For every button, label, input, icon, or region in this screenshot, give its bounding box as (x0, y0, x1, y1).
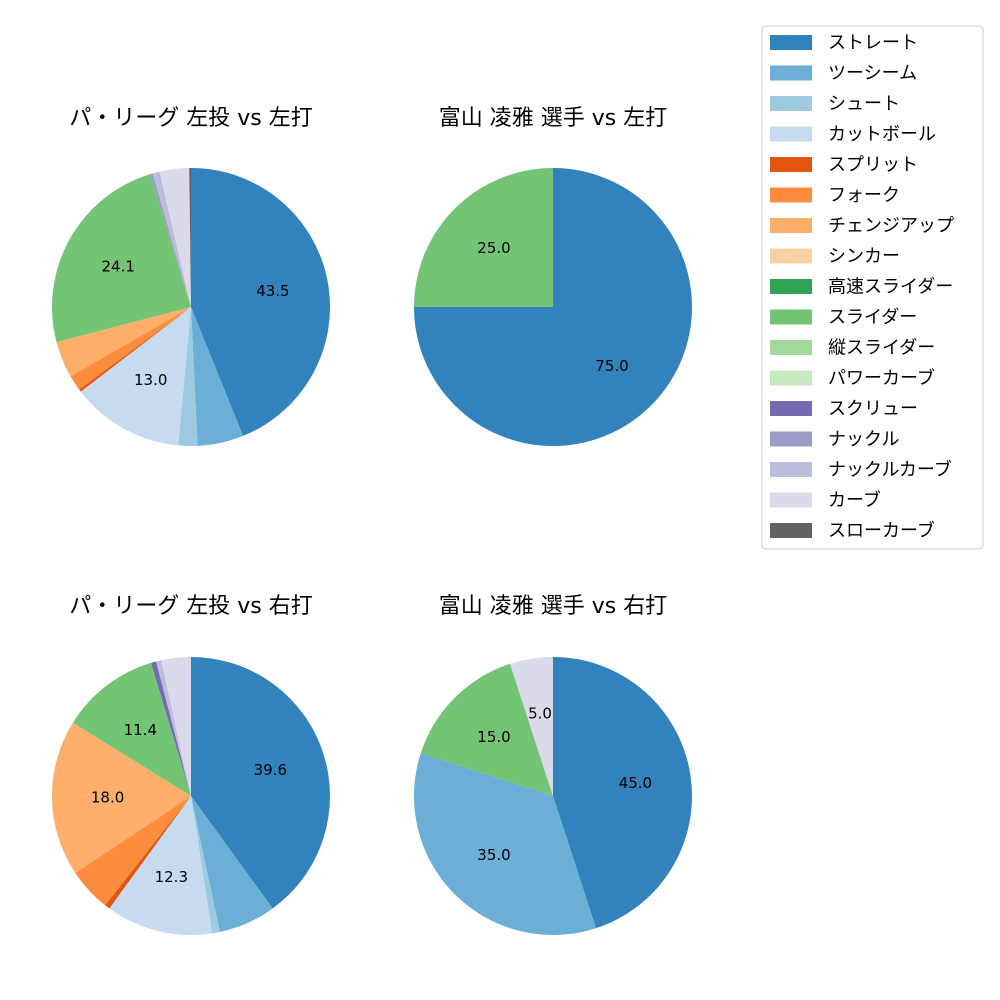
legend-label-10: 縦スライダー (828, 338, 935, 359)
pie-3-label-3: 12.3 (155, 868, 188, 886)
pie-3-slices (52, 657, 330, 935)
pie-2-label-0: 75.0 (595, 357, 628, 375)
pie-3-slice-0 (191, 657, 330, 909)
pie-1-slice-6 (56, 307, 191, 377)
pie-1-label-7: 24.1 (101, 257, 134, 275)
pie-4-slice-3 (510, 657, 553, 796)
legend-label-12: スクリュー (828, 399, 918, 420)
pie-2-label-1: 25.0 (477, 239, 510, 257)
pie-3-slice-4 (105, 796, 191, 909)
pie-4-label-1: 35.0 (477, 846, 510, 864)
legend-swatch-13 (770, 431, 812, 447)
legend-swatch-8 (770, 279, 812, 294)
legend-swatch-16 (770, 523, 812, 538)
pie-1-slice-9 (152, 171, 191, 307)
pie-3-label-7: 11.4 (124, 721, 157, 739)
legend-label-15: カーブ (828, 489, 881, 511)
legend-swatch-15 (770, 492, 812, 508)
legend-items: ストレートツーシームシュートカットボールスプリットフォークチェンジアップシンカー… (770, 33, 954, 542)
pie-1-slice-3 (80, 307, 191, 446)
pie-1-labels: 43.5 13.0 24.1 (101, 257, 289, 389)
pie-4-slice-1 (413, 753, 596, 936)
legend-swatch-14 (770, 462, 812, 477)
legend-label-2: シュート (828, 94, 900, 115)
legend-label-9: スライダー (828, 307, 917, 328)
pie-3-labels: 39.6 12.3 18.0 11.4 (91, 721, 287, 886)
legend-swatch-5 (770, 187, 812, 203)
pie-chart-4: 富山 凌雅 選手 vs 右打 45.0 35.0 15.0 5.0 (413, 594, 693, 936)
legend-swatch-3 (770, 126, 812, 142)
legend-label-6: チェンジアップ (828, 216, 954, 237)
pie-1-slice-8 (150, 173, 191, 307)
chart-title-1: パ・リーグ 左投 vs 左打 (69, 106, 312, 131)
pie-4-label-0: 45.0 (619, 774, 652, 792)
legend-label-4: スプリット (828, 155, 918, 176)
legend-swatch-7 (770, 248, 812, 264)
pie-1-slice-10 (159, 168, 191, 307)
pie-4-slices (413, 657, 693, 936)
pie-chart-2: 富山 凌雅 選手 vs 左打 75.0 25.0 (414, 106, 692, 446)
chart-title-4: 富山 凌雅 選手 vs 右打 (439, 594, 667, 619)
legend-swatch-12 (770, 401, 812, 416)
pie-3-slice-5 (75, 796, 191, 906)
legend-label-16: スローカーブ (828, 520, 935, 542)
legend: ストレートツーシームシュートカットボールスプリットフォークチェンジアップシンカー… (761, 25, 984, 550)
pie-3-slice-3 (109, 796, 213, 935)
legend-label-14: ナックルカーブ (828, 459, 952, 481)
pie-3-label-0: 39.6 (254, 761, 287, 779)
pie-1-label-0: 43.5 (256, 282, 289, 300)
legend-label-7: シンカー (828, 246, 900, 267)
pie-4-slice-2 (420, 663, 553, 796)
legend-swatch-11 (770, 370, 812, 386)
pie-3-label-6: 18.0 (91, 788, 124, 806)
legend-swatch-10 (770, 340, 812, 355)
pie-3-slice-1 (191, 796, 273, 932)
pie-1-slice-5 (70, 307, 191, 390)
legend-frame (761, 25, 984, 550)
legend-swatch-1 (770, 65, 812, 81)
pie-1-slice-2 (178, 307, 198, 446)
pie-1-slice-1 (191, 307, 244, 446)
legend-label-11: パワーカーブ (828, 367, 935, 389)
pie-4-labels: 45.0 35.0 15.0 5.0 (477, 705, 652, 864)
pie-3-slice-2 (191, 796, 220, 934)
pie-1-slice-4 (79, 307, 191, 392)
pie-1-slice-7 (51, 174, 192, 343)
pie-4-slice-0 (553, 657, 693, 929)
pie-3-slice-8 (150, 661, 191, 796)
legend-label-0: ストレート (828, 33, 918, 54)
pie-chart-3: パ・リーグ 左投 vs 右打 39.6 12.3 18.0 11.4 (52, 594, 330, 935)
pie-4-label-2: 15.0 (477, 728, 510, 746)
legend-label-5: フォーク (828, 185, 900, 206)
pie-3-slice-9 (156, 660, 191, 796)
legend-swatch-2 (770, 96, 812, 111)
pie-2-slice-1 (414, 168, 553, 307)
legend-swatch-9 (770, 309, 812, 325)
pie-3-slice-10 (161, 657, 191, 796)
pie-2-labels: 75.0 25.0 (477, 239, 628, 375)
legend-label-13: ナックル (828, 429, 899, 450)
pie-3-slice-6 (52, 722, 192, 873)
pie-1-slice-0 (191, 168, 331, 436)
legend-label-1: ツーシーム (828, 63, 917, 84)
pie-2-slices (414, 168, 692, 446)
legend-swatch-4 (770, 157, 812, 172)
chart-title-3: パ・リーグ 左投 vs 右打 (69, 594, 312, 619)
pie-chart-1: パ・リーグ 左投 vs 左打 43.5 13.0 24.1 (51, 106, 331, 446)
pie-1-slices (51, 167, 331, 446)
chart-title-2: 富山 凌雅 選手 vs 左打 (439, 106, 667, 131)
pie-1-label-3: 13.0 (134, 371, 167, 389)
legend-swatch-6 (770, 218, 812, 233)
pie-1-slice-11 (189, 167, 191, 307)
legend-label-8: 高速スライダー (828, 277, 953, 298)
legend-swatch-0 (770, 35, 812, 50)
pie-4-label-3: 5.0 (528, 705, 552, 723)
pie-3-slice-7 (72, 662, 191, 796)
legend-label-3: カットボール (828, 124, 936, 145)
